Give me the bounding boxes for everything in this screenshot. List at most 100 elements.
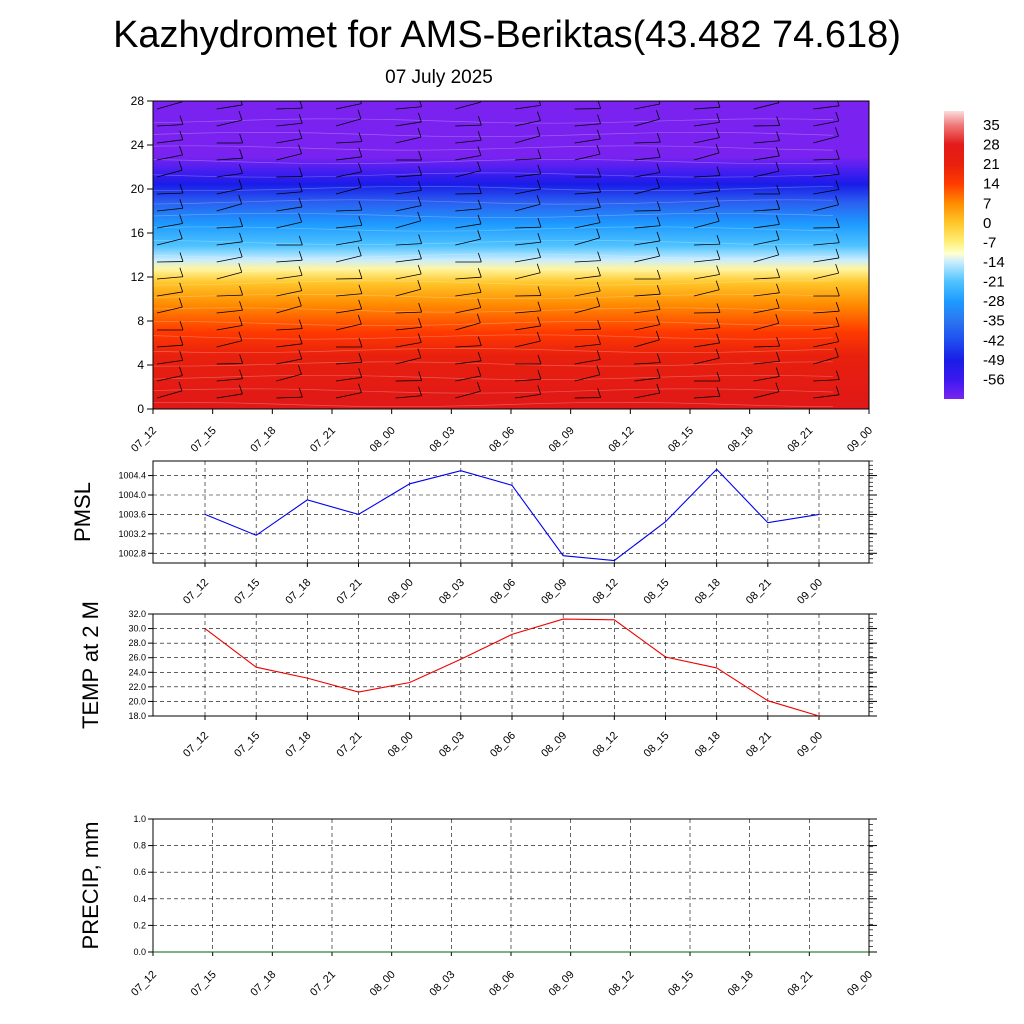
wind-barb-flag bbox=[178, 381, 183, 391]
wind-barb-flag bbox=[716, 181, 721, 191]
wind-barb bbox=[813, 158, 840, 161]
wind-barb-flag bbox=[597, 319, 602, 330]
wind-barb-flag bbox=[896, 351, 899, 360]
colorbar-label: -14 bbox=[983, 254, 1005, 271]
wind-barb bbox=[813, 189, 840, 195]
wind-barb bbox=[514, 120, 541, 127]
wind-barb-flag bbox=[775, 146, 780, 157]
x-tick-label: 07_21 bbox=[308, 969, 338, 999]
wind-barb bbox=[395, 357, 421, 365]
y-tick-label: 0.2 bbox=[133, 920, 146, 930]
colorbar-label: -21 bbox=[983, 274, 1005, 291]
wind-barb-flag bbox=[835, 149, 840, 160]
wind-barb-flag bbox=[835, 248, 840, 259]
wind-barb bbox=[813, 105, 840, 110]
wind-barb-flag bbox=[239, 232, 243, 242]
wind-barb-flag bbox=[477, 382, 481, 392]
wind-barb bbox=[455, 238, 481, 246]
wind-barb bbox=[335, 224, 362, 229]
wind-barb-flag bbox=[835, 317, 840, 327]
wind-barb-flag bbox=[538, 101, 542, 106]
wind-barb-flag bbox=[238, 263, 243, 273]
wind-barb-flag bbox=[238, 111, 243, 121]
wind-barb-flag bbox=[656, 110, 660, 120]
x-tick-label: 07_21 bbox=[335, 577, 365, 607]
wind-barb bbox=[514, 104, 541, 110]
wind-barb bbox=[395, 174, 422, 178]
wind-barb bbox=[574, 138, 601, 144]
wind-barb bbox=[156, 223, 183, 229]
wind-barb-flag bbox=[418, 234, 423, 244]
wind-barb-flag bbox=[358, 284, 363, 294]
wind-barb-flag bbox=[537, 354, 542, 365]
wind-barb bbox=[813, 272, 839, 280]
x-tick-label: 08_18 bbox=[693, 730, 723, 760]
contour-line bbox=[153, 199, 834, 205]
wind-barb bbox=[634, 156, 661, 161]
wind-barb-flag bbox=[358, 147, 363, 157]
contour-line bbox=[153, 158, 834, 165]
wind-barb-flag bbox=[358, 162, 362, 173]
wind-barb-flag bbox=[357, 178, 362, 188]
wind-barb bbox=[693, 395, 720, 399]
wind-barb-flag bbox=[656, 368, 661, 378]
wind-barb-flag bbox=[418, 166, 422, 176]
wind-barb bbox=[216, 119, 243, 127]
heatmap-x-tick-label: 08_15 bbox=[666, 425, 696, 455]
wind-barb-flag bbox=[360, 101, 362, 104]
wind-barb-flag bbox=[656, 315, 661, 325]
wind-barb-flag bbox=[656, 285, 661, 295]
wind-barb-flag bbox=[358, 353, 363, 363]
wind-barb bbox=[753, 391, 779, 399]
wind-barb-flag bbox=[239, 149, 243, 159]
contour-line bbox=[153, 145, 834, 151]
wind-barb-flag bbox=[776, 283, 780, 293]
wind-barb-flag bbox=[896, 252, 899, 261]
wind-barb bbox=[873, 291, 899, 296]
wind-barb-flag bbox=[896, 389, 899, 398]
wind-barb-flag bbox=[297, 296, 302, 306]
wind-barb bbox=[276, 191, 303, 195]
panel-frame bbox=[152, 613, 870, 717]
wind-barb-flag bbox=[178, 161, 183, 171]
wind-barb-flag bbox=[477, 298, 482, 308]
wind-barb-flag bbox=[238, 331, 243, 341]
wind-barb-flag bbox=[835, 218, 840, 228]
wind-barb-flag bbox=[896, 321, 899, 330]
wind-barb bbox=[514, 188, 541, 195]
y-tick-label: 18.0 bbox=[128, 711, 146, 721]
wind-barb-flag bbox=[896, 115, 899, 124]
wind-barb bbox=[693, 342, 720, 348]
wind-barb-flag bbox=[298, 114, 303, 124]
wind-barb bbox=[156, 101, 183, 110]
wind-barb bbox=[276, 221, 302, 229]
wind-barb bbox=[693, 205, 720, 212]
wind-barb-flag bbox=[537, 301, 542, 311]
wind-barb-flag bbox=[418, 150, 423, 161]
wind-barb-flag bbox=[835, 302, 840, 312]
wind-barb bbox=[574, 222, 601, 229]
wind-barb-flag bbox=[716, 113, 721, 123]
wind-barb bbox=[693, 289, 720, 297]
wind-barb bbox=[873, 170, 898, 177]
wind-barb bbox=[335, 255, 362, 263]
wind-barb bbox=[753, 292, 780, 297]
x-tick-label: 08_12 bbox=[606, 969, 636, 999]
heatmap-x-tick-label: 07_12 bbox=[129, 425, 159, 455]
wind-barb-flag bbox=[179, 366, 183, 376]
wind-barb bbox=[574, 343, 601, 348]
wind-barb-flag bbox=[179, 199, 184, 209]
wind-barb-flag bbox=[656, 269, 661, 280]
y-tick-label: 22.0 bbox=[128, 682, 146, 692]
wind-barb-flag bbox=[775, 245, 780, 255]
y-tick-label: 20.0 bbox=[128, 696, 146, 706]
contour-line bbox=[153, 347, 834, 354]
wind-barb-flag bbox=[715, 280, 720, 290]
wind-barb-flag bbox=[656, 231, 661, 242]
wind-barb bbox=[455, 375, 481, 382]
wind-barb bbox=[216, 188, 243, 195]
wind-barb-flag bbox=[239, 369, 243, 379]
wind-barb-flag bbox=[298, 182, 303, 192]
wind-barb bbox=[574, 328, 601, 331]
x-tick-label: 08_21 bbox=[744, 730, 774, 760]
